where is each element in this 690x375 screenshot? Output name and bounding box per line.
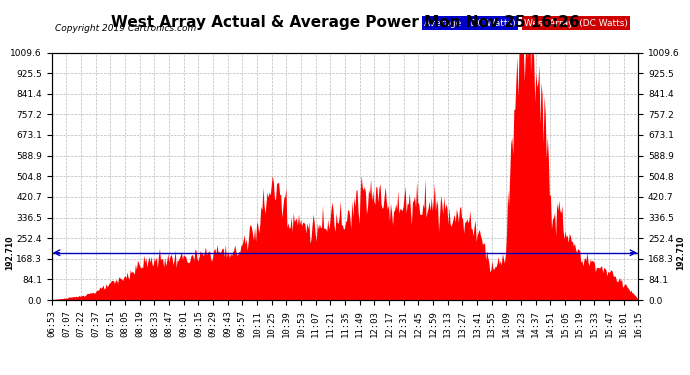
Text: West Array  (DC Watts): West Array (DC Watts) — [524, 19, 628, 28]
Text: West Array Actual & Average Power Mon Nov 25 16:26: West Array Actual & Average Power Mon No… — [110, 15, 580, 30]
Text: Average  (DC Watts): Average (DC Watts) — [424, 19, 516, 28]
Text: 192.710: 192.710 — [5, 236, 14, 270]
Text: 192.710: 192.710 — [676, 236, 685, 270]
Text: Copyright 2019 Cartronics.com: Copyright 2019 Cartronics.com — [55, 24, 196, 33]
